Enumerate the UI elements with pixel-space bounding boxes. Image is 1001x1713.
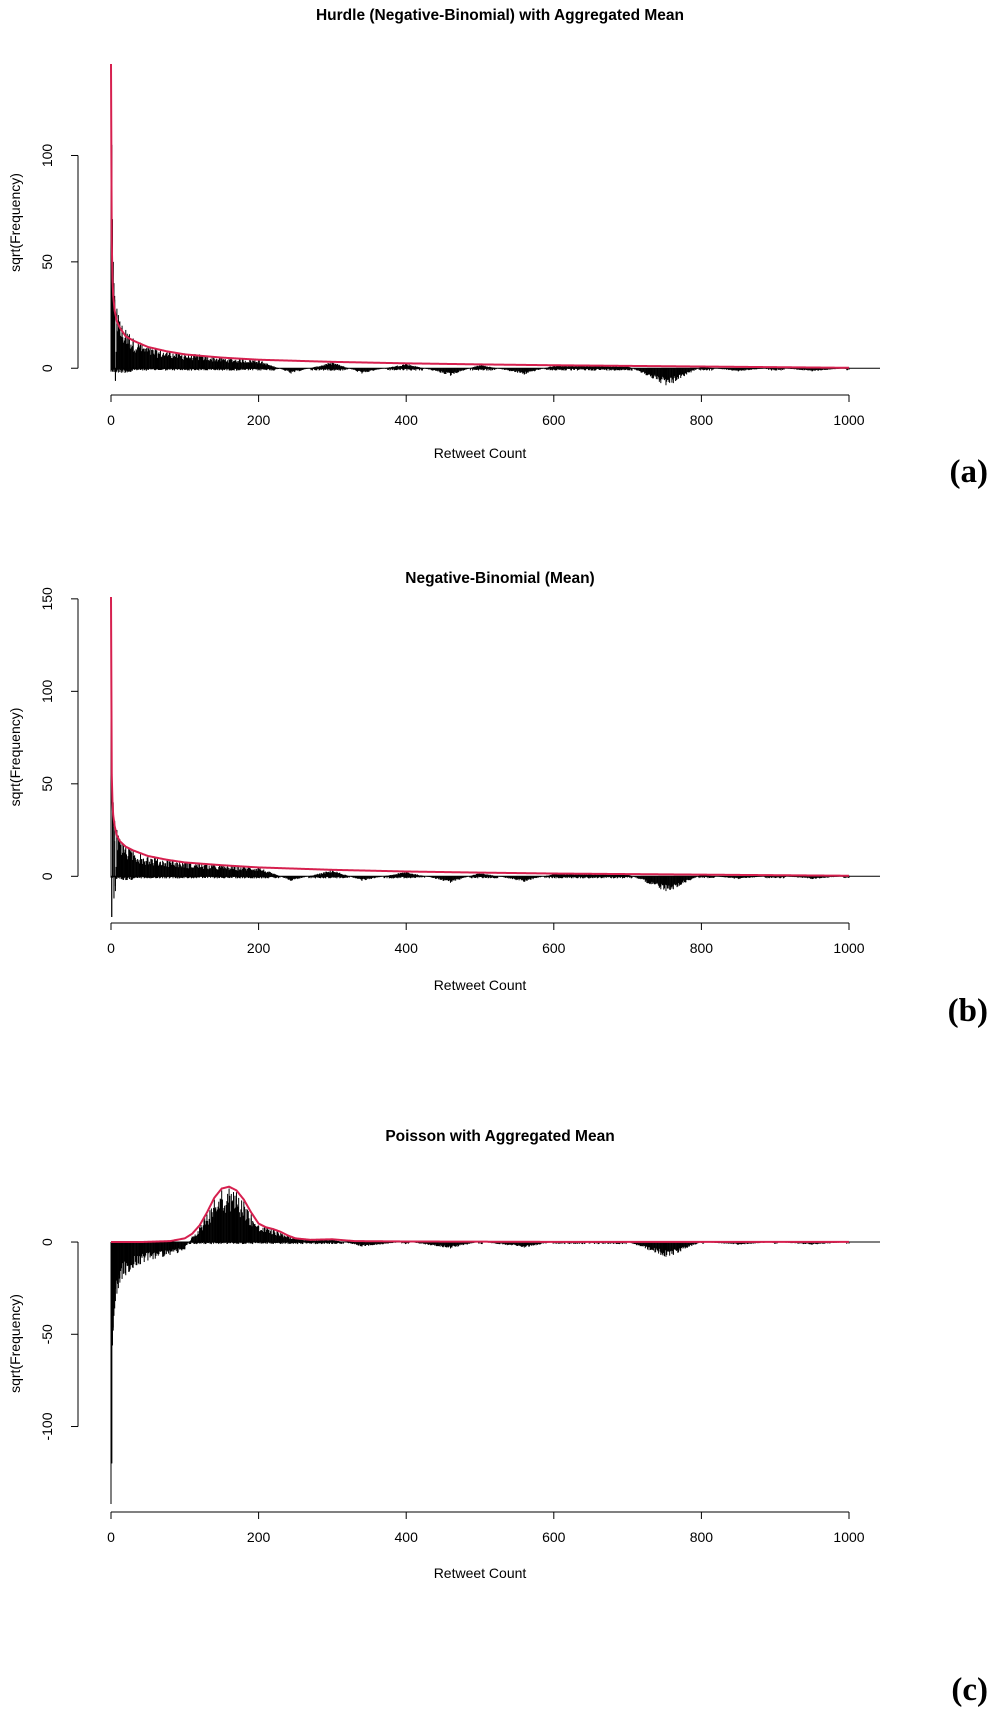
y-tick-label: 100: [39, 679, 55, 703]
y-tick-label: 50: [39, 254, 55, 270]
x-tick-label: 800: [690, 940, 714, 956]
y-tick-label: 0: [39, 1238, 55, 1246]
y-tick-label: 150: [39, 587, 55, 611]
chart-panel-2: Negative-Binomial (Mean) 0 50 100 150 sqrt(Fr…: [7, 570, 988, 1029]
panel-label: (c): [951, 1672, 988, 1708]
chart-panel-1: Hurdle (Negative-Binomial) with Aggregat…: [7, 7, 988, 490]
y-tick-label: 0: [39, 872, 55, 880]
y-tick-label: -100: [39, 1412, 55, 1440]
y-axis-label: sqrt(Frequency): [7, 173, 23, 272]
x-axis-label: Retweet Count: [434, 977, 527, 993]
panel-label: (b): [948, 993, 988, 1029]
x-tick-label: 0: [107, 1529, 115, 1545]
y-tick-label: 50: [39, 776, 55, 792]
x-tick-label: 1000: [833, 940, 864, 956]
x-axis: 0 200 400 600 800 1000 Retweet Count: [107, 394, 865, 461]
x-tick-label: 600: [542, 412, 566, 428]
x-tick-label: 200: [247, 412, 271, 428]
y-axis: 0 -50 -100 sqrt(Frequency): [7, 1238, 79, 1441]
x-tick-label: 200: [247, 1529, 271, 1545]
residual-spikes: [110, 597, 850, 917]
chart-panel-3: Poisson with Aggregated Mean 0 -50 -100 sqrt…: [7, 1128, 988, 1708]
x-tick-label: 400: [395, 940, 419, 956]
y-axis-label: sqrt(Frequency): [7, 1294, 23, 1393]
x-tick-label: 0: [107, 940, 115, 956]
y-axis-label: sqrt(Frequency): [7, 708, 23, 807]
fitted-curve: [111, 1185, 849, 1244]
x-tick-label: 400: [395, 1529, 419, 1545]
x-tick-label: 1000: [833, 412, 864, 428]
x-tick-label: 0: [107, 412, 115, 428]
chart-title: Hurdle (Negative-Binomial) with Aggregat…: [316, 7, 684, 24]
y-axis: 0 50 100 sqrt(Frequency): [7, 144, 79, 372]
x-axis-label: Retweet Count: [434, 445, 527, 461]
y-tick-label: 100: [39, 144, 55, 168]
x-tick-label: 800: [690, 1529, 714, 1545]
y-tick-label: -50: [39, 1324, 55, 1344]
x-axis: 0 200 400 600 800 1000 Retweet Count: [107, 922, 865, 993]
x-tick-label: 600: [542, 940, 566, 956]
chart-title: Negative-Binomial (Mean): [405, 570, 594, 587]
residual-spikes: [110, 1188, 850, 1504]
x-tick-label: 400: [395, 412, 419, 428]
x-tick-label: 1000: [833, 1529, 864, 1545]
fitted-curve: [110, 596, 849, 877]
fitted-curve: [110, 63, 850, 369]
x-axis-label: Retweet Count: [434, 1565, 527, 1581]
residual-spikes: [110, 64, 850, 386]
chart-title: Poisson with Aggregated Mean: [385, 1128, 614, 1145]
y-tick-label: 0: [39, 364, 55, 372]
x-tick-label: 600: [542, 1529, 566, 1545]
x-tick-label: 200: [247, 940, 271, 956]
y-axis: 0 50 100 150 sqrt(Frequency): [7, 587, 79, 880]
x-tick-label: 800: [690, 412, 714, 428]
x-axis: 0 200 400 600 800 1000 Retweet Count: [107, 1511, 865, 1581]
panel-label: (a): [950, 454, 988, 490]
